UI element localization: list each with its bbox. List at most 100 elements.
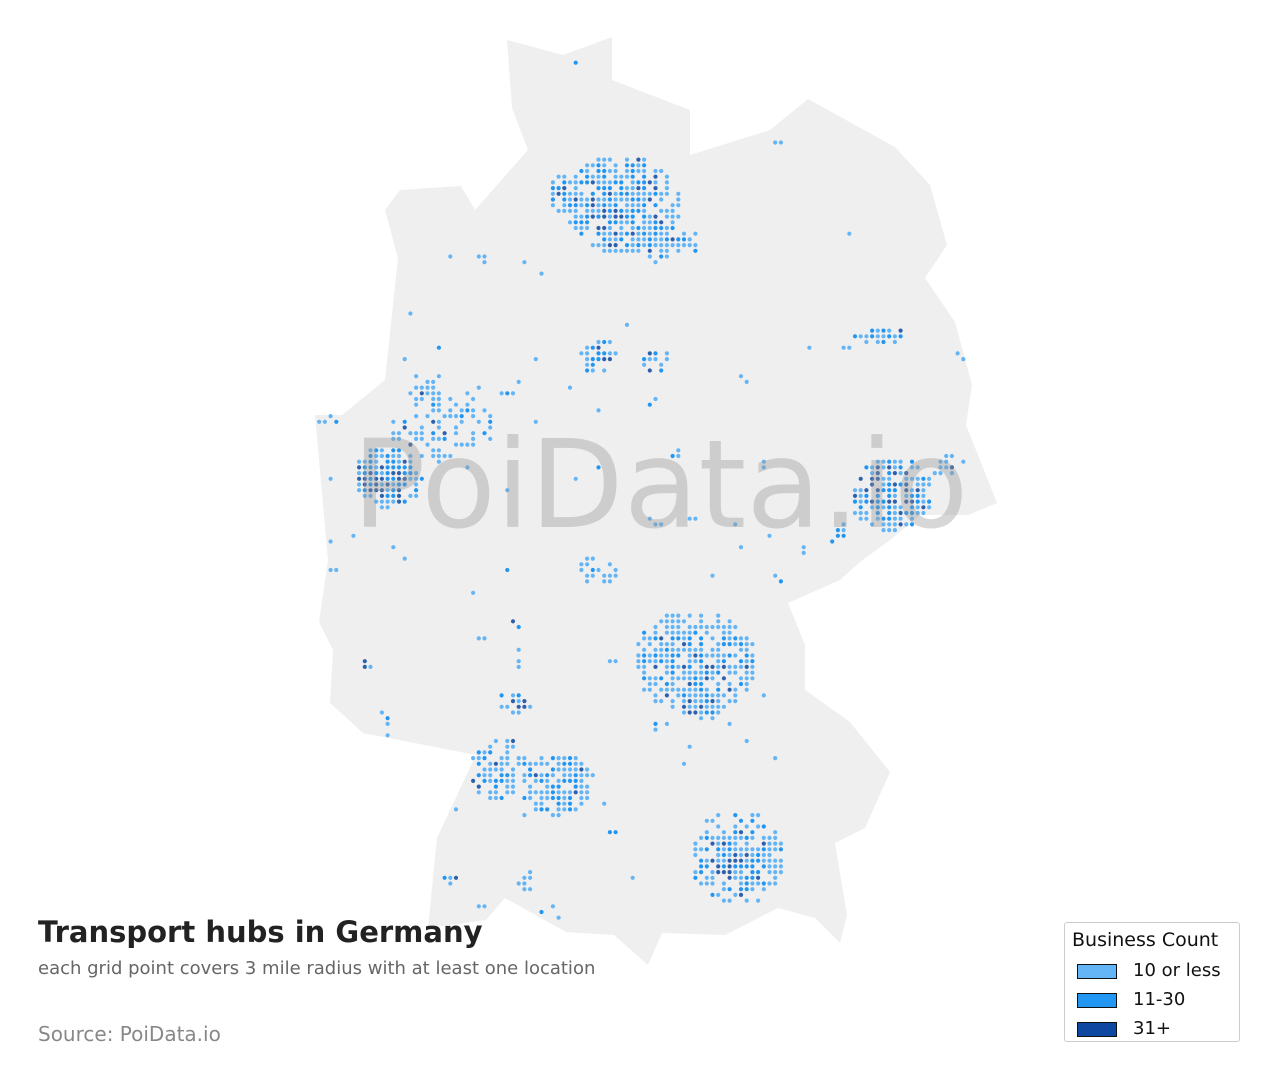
grid-point: [904, 482, 909, 487]
grid-point: [721, 659, 727, 664]
grid-point: [573, 220, 578, 225]
grid-point: [647, 243, 652, 248]
grid-point: [602, 157, 607, 162]
grid-point: [567, 385, 573, 390]
grid-point: [733, 687, 738, 692]
grid-point: [750, 858, 755, 863]
grid-point: [693, 516, 698, 521]
legend-label-high: 31+: [1133, 1018, 1171, 1039]
grid-point: [767, 858, 772, 863]
grid-point: [550, 813, 556, 818]
grid-point: [693, 875, 698, 880]
grid-point: [602, 801, 607, 806]
grid-point: [858, 499, 863, 504]
grid-point: [642, 220, 647, 225]
grid-point: [881, 476, 886, 481]
grid-point: [870, 471, 875, 476]
grid-point: [733, 522, 738, 527]
grid-point: [573, 807, 578, 812]
grid-point: [664, 721, 670, 727]
grid-point: [510, 738, 516, 744]
grid-point: [453, 431, 459, 436]
grid-point: [379, 488, 384, 493]
grid-point: [744, 824, 749, 829]
grid-point: [716, 813, 721, 818]
grid-point: [670, 659, 675, 664]
grid-point: [505, 738, 510, 744]
grid-point: [567, 790, 573, 795]
grid-point: [653, 168, 658, 174]
grid-point: [556, 795, 561, 801]
grid-point: [414, 402, 419, 407]
grid-point: [602, 174, 607, 179]
grid-point: [847, 231, 852, 236]
grid-point: [727, 835, 732, 841]
grid-point: [664, 630, 670, 635]
grid-point: [607, 231, 613, 236]
grid-point: [716, 664, 721, 670]
grid-point: [579, 562, 584, 567]
grid-point: [881, 339, 886, 345]
grid-point: [505, 784, 510, 789]
grid-point: [613, 168, 618, 174]
grid-point: [476, 385, 481, 390]
grid-point: [642, 630, 647, 635]
grid-point: [453, 442, 459, 447]
grid-point: [773, 870, 778, 875]
grid-point: [875, 471, 880, 476]
grid-point: [647, 659, 652, 664]
grid-point: [596, 157, 601, 162]
grid-point: [738, 847, 744, 852]
grid-point: [670, 704, 675, 709]
grid-point: [556, 767, 561, 772]
grid-point: [613, 180, 618, 185]
grid-point: [676, 613, 681, 618]
grid-point: [630, 208, 635, 213]
grid-point: [870, 482, 875, 487]
grid-point: [585, 225, 590, 231]
grid-point: [699, 704, 704, 709]
grid-point: [881, 482, 886, 487]
grid-point: [573, 773, 578, 778]
grid-point: [738, 852, 744, 858]
grid-point: [938, 471, 943, 476]
grid-point: [915, 488, 920, 493]
grid-point: [761, 835, 766, 841]
grid-point: [704, 687, 709, 692]
grid-point: [944, 453, 949, 459]
grid-point: [693, 243, 698, 248]
grid-point: [613, 220, 618, 225]
grid-point: [590, 573, 595, 578]
grid-point: [642, 191, 647, 196]
grid-point: [579, 191, 584, 196]
grid-point: [567, 778, 573, 784]
grid-point: [579, 214, 584, 219]
grid-point: [733, 624, 738, 630]
grid-point: [881, 499, 886, 504]
grid-point: [721, 887, 727, 892]
grid-point: [864, 334, 869, 339]
grid-point: [499, 767, 504, 772]
grid-point: [579, 180, 584, 185]
grid-point: [585, 357, 590, 362]
grid-point: [379, 493, 384, 498]
germany-land-shape: [315, 37, 997, 965]
grid-point: [522, 778, 527, 784]
grid-point: [710, 835, 715, 841]
grid-point: [362, 459, 367, 464]
grid-point: [664, 191, 670, 196]
grid-point: [642, 225, 647, 231]
grid-point: [653, 174, 658, 179]
grid-point: [858, 476, 863, 481]
grid-point: [773, 140, 778, 145]
grid-point: [653, 727, 658, 732]
grid-point: [396, 476, 402, 481]
grid-point: [676, 237, 681, 242]
grid-point: [396, 465, 402, 470]
grid-point: [898, 505, 903, 510]
grid-point: [613, 567, 618, 573]
grid-point: [505, 744, 510, 749]
grid-point: [539, 790, 544, 795]
grid-point: [596, 203, 601, 208]
grid-point: [602, 339, 607, 345]
